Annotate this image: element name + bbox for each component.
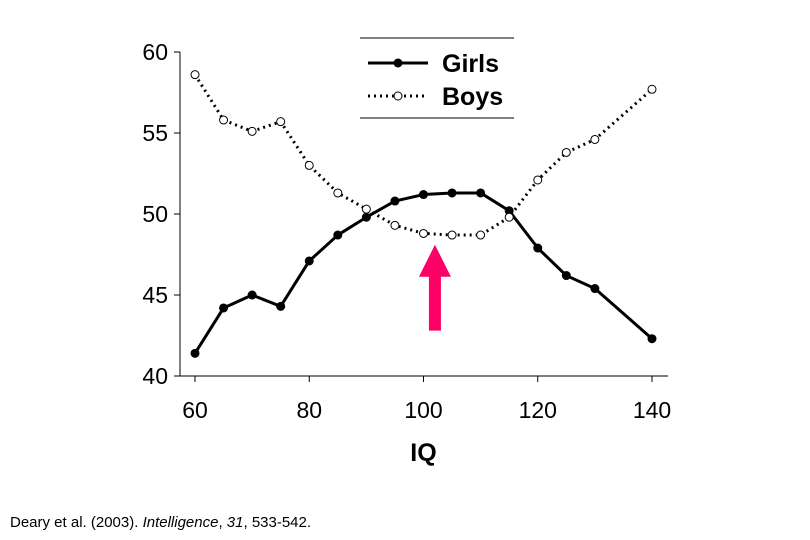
data-point-boys: [361, 204, 371, 214]
data-point-boys: [304, 160, 314, 170]
x-tick-label: 140: [633, 397, 671, 423]
data-point-girls: [647, 334, 657, 344]
data-point-boys: [561, 147, 571, 157]
data-point-boys: [504, 212, 514, 222]
y-tick-label: 55: [142, 120, 168, 146]
citation-sep: ,: [218, 514, 227, 531]
y-tick-label: 45: [142, 282, 168, 308]
data-point-boys: [647, 84, 657, 94]
data-point-boys: [390, 220, 400, 230]
y-axis-ticks: 40 45 50 55 60: [142, 39, 180, 389]
series-line-boys: [193, 73, 653, 237]
citation: Deary et al. (2003). Intelligence, 31, 5…: [10, 514, 311, 531]
data-point-girls: [590, 284, 600, 294]
data-point-girls: [447, 188, 457, 198]
x-tick-label: 60: [182, 397, 208, 423]
data-point-boys: [476, 230, 486, 240]
annotation-arrow: [418, 244, 451, 331]
x-axis-ticks: 60 80 100 120 140: [182, 376, 671, 423]
citation-authors: Deary et al. (2003).: [10, 514, 143, 531]
data-point-boys: [333, 188, 343, 198]
legend-girls-marker: [393, 58, 403, 68]
data-point-girls: [219, 303, 229, 313]
data-point-boys: [190, 70, 200, 80]
y-tick-label: 40: [142, 363, 168, 389]
data-point-boys: [247, 126, 257, 136]
series-line-girls: [193, 191, 653, 355]
data-point-boys: [533, 175, 543, 185]
data-point-boys: [276, 117, 286, 127]
data-point-boys: [590, 134, 600, 144]
x-tick-label: 120: [519, 397, 557, 423]
series-boys: [190, 70, 657, 240]
x-axis-title: IQ: [410, 439, 436, 467]
data-point-girls: [476, 188, 486, 198]
data-point-girls: [247, 290, 257, 300]
legend: Girls Boys: [360, 37, 514, 119]
data-point-girls: [419, 190, 428, 200]
data-point-girls: [333, 230, 343, 240]
x-tick-label: 80: [296, 397, 322, 423]
series-girls: [190, 188, 657, 358]
x-tick-label: 100: [404, 397, 442, 423]
citation-journal: Intelligence: [142, 514, 219, 531]
data-point-girls: [304, 256, 314, 266]
legend-boys-label: Boys: [442, 83, 503, 111]
legend-girls-label: Girls: [442, 50, 499, 78]
data-point-boys: [419, 228, 428, 238]
data-point-girls: [561, 271, 571, 281]
data-point-girls: [190, 348, 200, 358]
y-tick-label: 60: [142, 39, 168, 65]
data-point-girls: [390, 196, 400, 206]
citation-volume: 31: [226, 514, 244, 531]
y-tick-label: 50: [142, 201, 168, 227]
data-point-girls: [533, 243, 543, 253]
legend-boys-marker: [393, 91, 403, 101]
data-point-boys: [219, 115, 229, 125]
data-point-girls: [276, 301, 286, 311]
data-point-girls: [361, 212, 371, 222]
citation-pages: , 533-542.: [243, 514, 312, 531]
axes: [179, 52, 668, 377]
data-point-boys: [447, 230, 457, 240]
arrow-shape: [418, 244, 451, 331]
